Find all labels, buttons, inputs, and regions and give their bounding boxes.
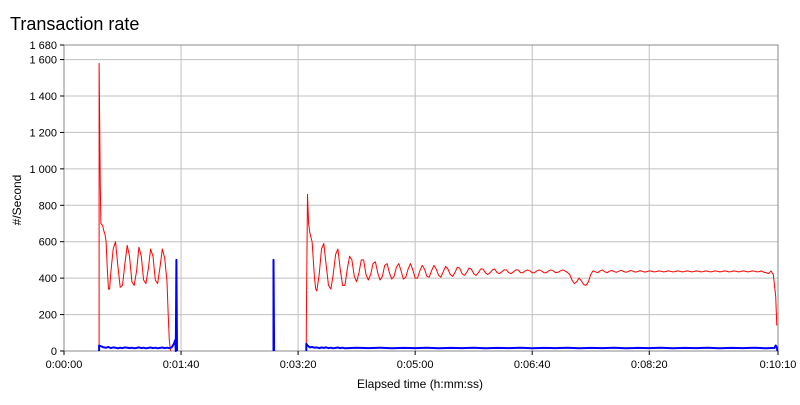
y-tick-label: 600 xyxy=(39,237,57,249)
y-tick-label: 1 680 xyxy=(29,40,57,52)
y-axis-ticks: 0 200 400 600 800 1 000 1 200 1 400 1 600 1 680 xyxy=(29,40,64,358)
chart-title: Transaction rate xyxy=(10,14,139,34)
y-tick-label: 200 xyxy=(39,310,57,322)
y-tick-label: 1 600 xyxy=(29,55,57,67)
series-line xyxy=(305,193,778,351)
series-layer xyxy=(98,62,779,352)
x-tick-label: 0:06:40 xyxy=(514,359,551,371)
grid xyxy=(64,45,778,351)
y-axis-title: #/Second xyxy=(10,175,24,226)
series-1 xyxy=(98,258,779,352)
y-tick-label: 400 xyxy=(39,273,57,285)
y-tick-label: 800 xyxy=(39,200,57,212)
y-tick-label: 0 xyxy=(51,346,57,358)
x-tick-label: 0:01:40 xyxy=(163,359,200,371)
y-tick-label: 1 000 xyxy=(29,164,57,176)
x-axis-title: Elapsed time (h:mm:ss) xyxy=(357,377,483,391)
plot-area xyxy=(63,44,779,352)
series-0 xyxy=(98,62,778,352)
x-axis-ticks: 0:00:00 0:01:40 0:03:20 0:05:00 0:06:40 0:08:… xyxy=(46,351,797,371)
x-tick-label: 0:03:20 xyxy=(280,359,317,371)
x-tick-label: 0:05:00 xyxy=(397,359,434,371)
x-tick-label: 0:00:00 xyxy=(46,359,83,371)
series-line xyxy=(98,258,178,352)
x-tick-label: 0:10:10 xyxy=(760,359,797,371)
series-line xyxy=(272,258,276,352)
series-line xyxy=(305,342,779,352)
x-tick-label: 0:08:20 xyxy=(631,359,668,371)
y-tick-label: 1 400 xyxy=(29,91,57,103)
y-tick-label: 1 200 xyxy=(29,127,57,139)
series-line xyxy=(98,62,171,352)
